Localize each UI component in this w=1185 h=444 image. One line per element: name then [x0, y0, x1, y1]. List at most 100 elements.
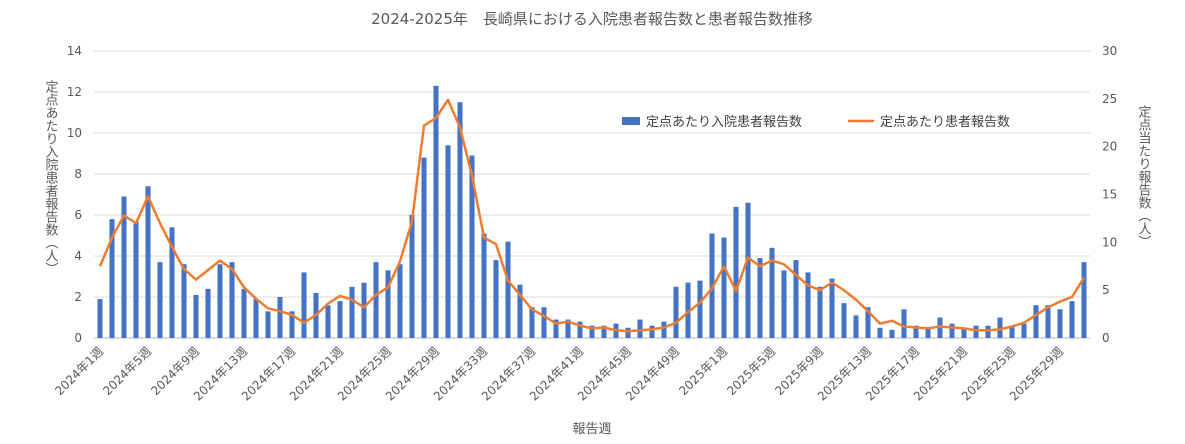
bar — [241, 288, 247, 338]
bar — [433, 85, 439, 338]
bar — [673, 286, 679, 338]
bar — [625, 327, 631, 338]
x-tick-label: 2024年5週 — [100, 344, 154, 398]
right-tick-label: 20 — [1102, 140, 1117, 154]
bar — [457, 102, 463, 338]
bar — [517, 284, 523, 338]
bar — [889, 329, 895, 338]
bar — [577, 321, 583, 338]
x-tick-label: 2025年5週 — [724, 344, 778, 398]
bar — [121, 196, 127, 338]
bar — [217, 264, 223, 338]
bar — [757, 258, 763, 338]
left-axis-title: 定点あたり入院患者報告数（人） — [43, 80, 59, 275]
bar — [337, 301, 343, 338]
right-tick-label: 25 — [1102, 92, 1117, 106]
bar — [805, 272, 811, 338]
bar — [421, 157, 427, 338]
bar — [649, 325, 655, 338]
bar-series — [97, 85, 1087, 338]
bar — [157, 262, 163, 338]
x-tick-label: 2025年1週 — [676, 344, 730, 398]
bar — [193, 294, 199, 338]
bar — [853, 315, 859, 338]
left-tick-label: 2 — [74, 290, 82, 304]
line-series — [98, 98, 1086, 333]
right-tick-label: 0 — [1102, 331, 1110, 345]
right-tick-label: 5 — [1102, 283, 1110, 297]
bar — [277, 297, 283, 338]
right-tick-label: 30 — [1102, 44, 1117, 58]
bar — [589, 325, 595, 338]
bar — [961, 327, 967, 338]
chart-title: 2024-2025年 長崎県における入院患者報告数と患者報告数推移 — [371, 10, 813, 28]
legend-bar-label: 定点あたり入院患者報告数 — [646, 115, 802, 130]
left-axis-ticks: 0 2 4 6 8 10 12 14 — [67, 44, 82, 345]
x-axis-title: 報告週 — [572, 422, 611, 437]
bar — [169, 227, 175, 338]
bar — [985, 325, 991, 338]
bar — [553, 319, 559, 338]
bar — [229, 262, 235, 338]
bar — [637, 319, 643, 338]
bar — [745, 202, 751, 338]
bar — [997, 317, 1003, 338]
bar — [949, 323, 955, 338]
bar — [1009, 325, 1015, 338]
left-tick-label: 6 — [74, 208, 82, 222]
bar — [301, 272, 307, 338]
bar — [1057, 309, 1063, 338]
left-tick-label: 10 — [67, 126, 82, 140]
bar — [781, 270, 787, 338]
bar — [721, 237, 727, 338]
legend: 定点あたり入院患者報告数 定点あたり患者報告数 — [622, 115, 1010, 130]
bar — [565, 319, 571, 338]
legend-bar-swatch — [622, 117, 640, 125]
bar — [289, 311, 295, 338]
x-axis-ticks: 2024年1週2024年5週2024年9週2024年13週2024年17週202… — [52, 344, 1066, 403]
right-tick-label: 10 — [1102, 235, 1117, 249]
bar — [469, 155, 475, 338]
legend-line-label: 定点あたり患者報告数 — [880, 115, 1010, 130]
bar — [205, 288, 211, 338]
bar — [913, 325, 919, 338]
bar — [925, 327, 931, 338]
bar — [385, 270, 391, 338]
left-tick-label: 8 — [74, 167, 82, 181]
left-tick-label: 14 — [67, 44, 82, 58]
bar — [505, 241, 511, 338]
left-tick-label: 0 — [74, 331, 82, 345]
bar — [1069, 301, 1075, 338]
bar — [145, 186, 151, 338]
right-axis-ticks: 0 5 10 15 20 25 30 — [1102, 44, 1117, 345]
right-tick-label: 15 — [1102, 188, 1117, 202]
bar — [349, 286, 355, 338]
bar — [109, 219, 115, 338]
left-tick-label: 12 — [67, 85, 82, 99]
bar — [397, 264, 403, 338]
bar — [877, 327, 883, 338]
bar — [841, 303, 847, 338]
bar — [685, 282, 691, 338]
bar — [493, 260, 499, 338]
bar — [1045, 305, 1051, 338]
bar — [409, 215, 415, 338]
bar — [361, 282, 367, 338]
bar — [697, 280, 703, 338]
bar — [265, 311, 271, 338]
bar — [529, 307, 535, 338]
right-axis-title: 定点当たり報告数（人） — [1136, 105, 1152, 248]
bar — [481, 233, 487, 338]
bar — [253, 299, 259, 338]
bar — [601, 325, 607, 338]
bar — [865, 307, 871, 338]
bar — [769, 247, 775, 338]
bar — [661, 321, 667, 338]
left-tick-label: 4 — [74, 249, 82, 263]
bar — [325, 305, 331, 338]
bar — [1033, 305, 1039, 338]
bar — [817, 286, 823, 338]
bar — [373, 262, 379, 338]
bar — [829, 278, 835, 338]
